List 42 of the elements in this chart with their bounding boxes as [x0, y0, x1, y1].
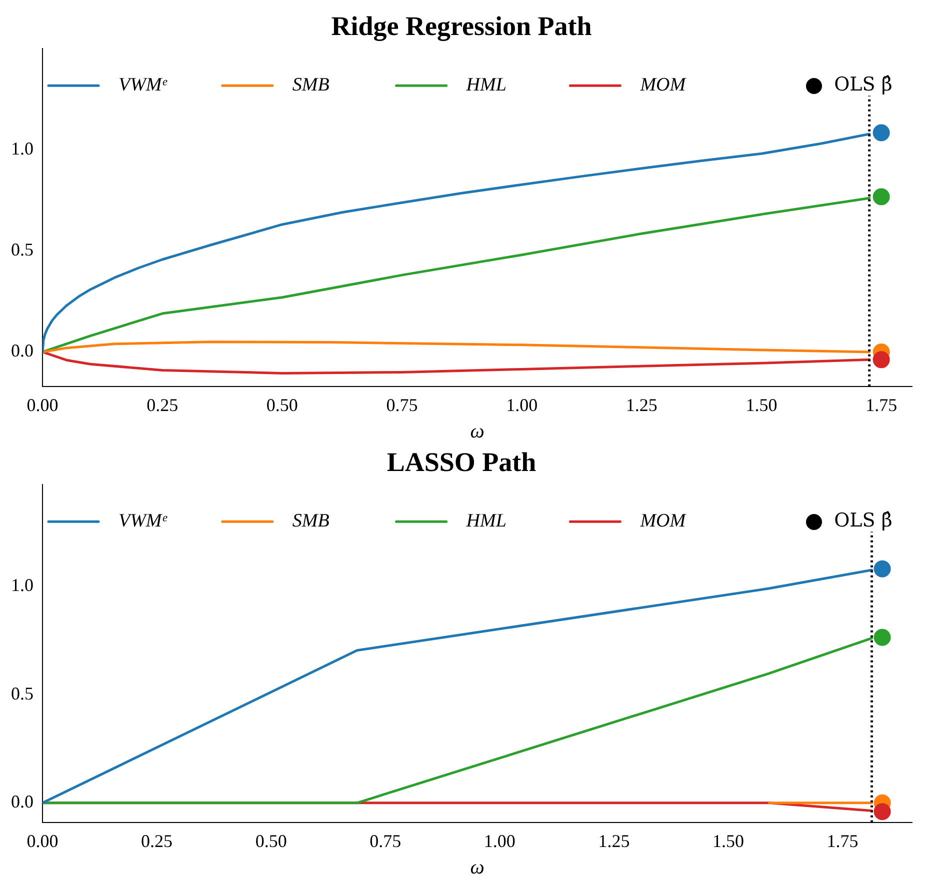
point	[872, 351, 890, 368]
x-tick-label: 1.75	[866, 394, 898, 415]
legend-label: MOM	[639, 74, 687, 96]
point	[874, 628, 891, 646]
chart-title: LASSO Path	[386, 447, 536, 478]
legend-label: MOM	[639, 510, 687, 532]
x-tick-label: 0.25	[146, 394, 178, 415]
legend-label: SMB	[292, 74, 330, 96]
y-tick-label: 0.0	[11, 792, 34, 812]
x-tick-label: 0.75	[370, 830, 402, 851]
x-tick-label: 0.75	[386, 394, 418, 415]
y-tick-label: 0.5	[11, 240, 34, 260]
x-tick-label: 1.75	[826, 830, 858, 851]
point	[872, 188, 890, 206]
legend-label: HML	[465, 74, 506, 96]
series-label: OLS β̂	[834, 74, 892, 96]
x-tick-label: 0.25	[141, 830, 173, 851]
x-tick-label: 0.50	[266, 394, 298, 415]
x-tick-label: 1.25	[598, 830, 630, 851]
x-axis-title: ω	[470, 420, 484, 442]
series-label: OLS β̂	[834, 510, 892, 532]
x-tick-label: 0.00	[26, 394, 58, 415]
x-axis-title: ω	[470, 856, 484, 878]
y-tick-label: 1.0	[11, 574, 34, 595]
x-tick-label: 1.50	[746, 394, 778, 415]
point	[872, 124, 890, 142]
legend-label: SMB	[292, 510, 330, 532]
x-tick-label: 1.50	[712, 830, 744, 851]
point	[874, 560, 891, 578]
legend-label: HML	[465, 510, 506, 532]
x-tick-label: 0.50	[255, 830, 287, 851]
x-tick-label: 1.25	[626, 394, 658, 415]
y-tick-label: 0.5	[11, 683, 34, 704]
y-tick-label: 1.0	[11, 138, 34, 158]
y-tick-label: 0.0	[11, 340, 34, 361]
point	[874, 803, 891, 820]
chart-title: Ridge Regression Path	[331, 11, 592, 42]
legend-label: VWMᵉ	[118, 74, 168, 96]
x-tick-label: 1.00	[506, 394, 538, 415]
legend-label: VWMᵉ	[118, 510, 168, 532]
x-tick-label: 0.00	[26, 830, 58, 851]
x-tick-label: 1.00	[484, 830, 516, 851]
